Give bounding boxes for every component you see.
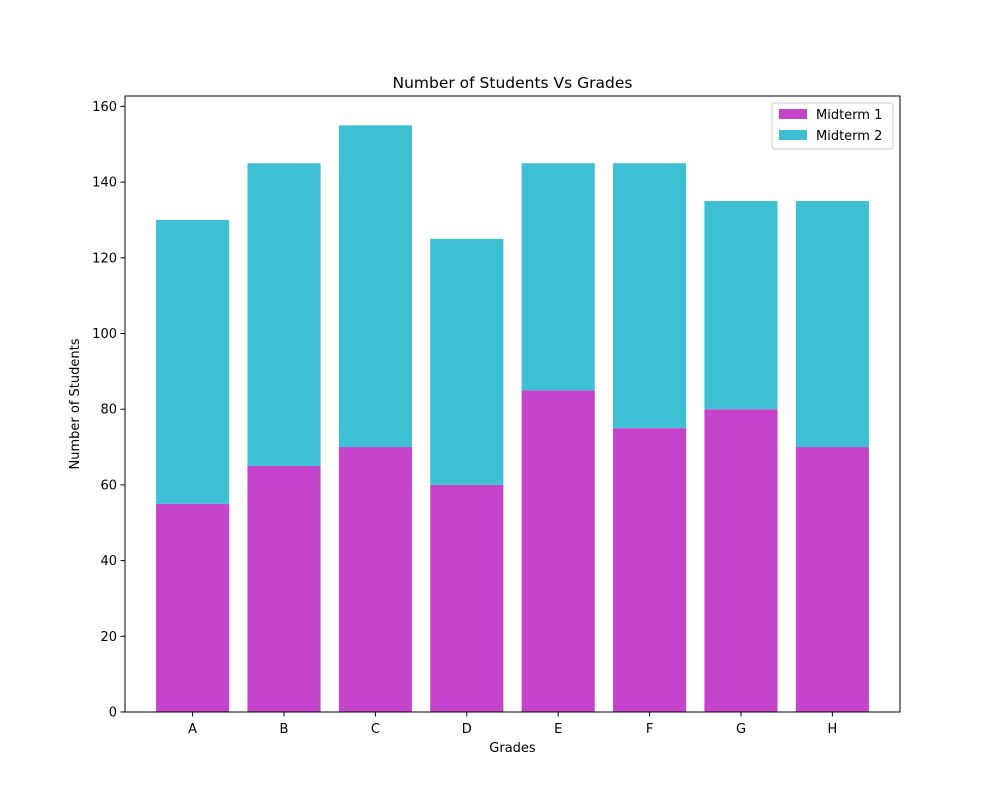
x-tick-label-e: E (554, 722, 562, 737)
bar-midterm-1-c (338, 447, 412, 712)
bar-midterm-1-h (795, 447, 869, 712)
axes-frame (124, 95, 901, 713)
bar-midterm-1-g (704, 409, 778, 712)
y-tick-label-20: 20 (100, 630, 117, 645)
y-axis-label: Number of Students (68, 338, 83, 469)
bars-group (156, 125, 869, 712)
y-tick-label-120: 120 (92, 251, 117, 266)
y-tick-label-80: 80 (100, 403, 117, 418)
bar-midterm-2-c (338, 125, 412, 448)
x-tick-label-h: H (827, 722, 837, 737)
bar-midterm-2-a (156, 219, 230, 504)
y-tick-label-40: 40 (100, 554, 117, 569)
legend-label-midterm-2: Midterm 2 (816, 129, 882, 144)
x-tick-label-c: C (371, 722, 380, 737)
legend-label-midterm-1: Midterm 1 (816, 108, 882, 123)
legend: Midterm 1 Midterm 2 (771, 102, 894, 150)
bar-midterm-1-d (430, 484, 504, 712)
x-tick-label-f: F (646, 722, 653, 737)
x-axis-ticks: A B C D E F G H (188, 712, 837, 737)
bar-midterm-1-b (247, 465, 321, 712)
x-tick-label-b: B (280, 722, 289, 737)
bar-midterm-2-d (430, 238, 504, 485)
bar-midterm-2-h (795, 201, 869, 448)
bar-midterm-2-f (613, 163, 687, 429)
bar-midterm-2-e (521, 163, 595, 391)
legend-swatch-midterm-2 (779, 130, 807, 140)
bar-midterm-1-f (613, 428, 687, 712)
x-tick-label-g: G (736, 722, 746, 737)
x-tick-label-d: D (462, 722, 472, 737)
legend-swatch-midterm-1 (779, 109, 807, 119)
y-tick-label-0: 0 (109, 706, 117, 721)
y-tick-label-140: 140 (92, 176, 117, 191)
bar-midterm-1-a (156, 503, 230, 712)
y-tick-label-60: 60 (100, 478, 117, 493)
x-axis-label: Grades (489, 741, 536, 756)
bar-midterm-2-g (704, 201, 778, 410)
bar-midterm-1-e (521, 390, 595, 712)
chart-title: Number of Students Vs Grades (392, 74, 632, 92)
y-tick-label-160: 160 (92, 100, 117, 115)
bar-midterm-2-b (247, 163, 321, 466)
y-tick-label-100: 100 (92, 327, 117, 342)
x-tick-label-a: A (188, 722, 197, 737)
y-axis-ticks: 0 20 40 60 80 100 120 140 160 (92, 100, 125, 721)
